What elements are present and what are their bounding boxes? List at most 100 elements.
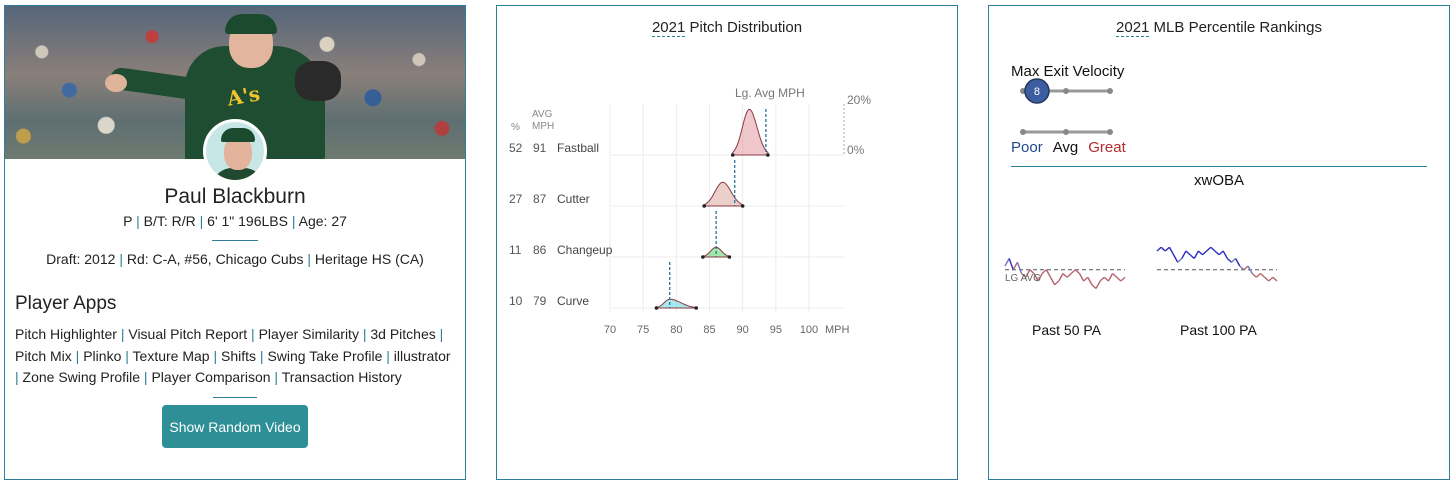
separator: |: [358, 326, 371, 342]
pitch-name: Fastball: [557, 141, 599, 155]
max-velo-dot: [694, 306, 699, 310]
player-hero-photo: A's: [5, 6, 465, 159]
app-link-plinko[interactable]: Plinko: [83, 347, 122, 364]
legend-poor: Poor: [1011, 139, 1043, 156]
past-100-sparkline-segment: [1218, 250, 1224, 256]
past-100-sparkline-segment: [1193, 250, 1199, 259]
past-50-sparkline-segment: [1054, 280, 1060, 286]
past-100-sparkline-segment: [1235, 258, 1241, 267]
past-50-sparkline-segment: [1099, 276, 1105, 282]
x-tick-label: 100: [800, 324, 818, 336]
pitch-distribution-panel: 2021 Pitch Distribution % AVG MPH Lg. Avg M…: [496, 5, 958, 480]
separator: |: [199, 213, 208, 229]
title-year[interactable]: 2021: [1116, 19, 1150, 37]
past-50-sparkline-segment: [1091, 284, 1097, 290]
draft-year: 2012: [84, 251, 116, 267]
player-size: 6' 1" 196LBS: [207, 213, 288, 229]
past-100-sparkline-segment: [1259, 272, 1266, 278]
past-100-sparkline-segment: [1231, 257, 1237, 263]
title-text: MLB Percentile Rankings: [1149, 19, 1322, 36]
mph-column-header: MPH: [532, 121, 554, 132]
avatar-shirt: [212, 168, 264, 180]
past-100-sparkline-segment: [1164, 246, 1170, 252]
past-100-sparkline-segment: [1185, 250, 1191, 256]
scale-bottom-label: 0%: [847, 143, 865, 157]
x-tick-label: 85: [703, 324, 715, 336]
pitch-density-curve: [655, 298, 697, 309]
past-100-sparkline-segment: [1210, 246, 1216, 252]
pitch-pct: 27: [509, 192, 523, 206]
pitch-avg-mph: 87: [533, 192, 547, 206]
past-50-sparkline-segment: [1033, 273, 1039, 282]
legend-track-marker: [1107, 129, 1113, 135]
past-50-sparkline-segment: [1112, 272, 1118, 278]
draft-label: Draft:: [46, 251, 81, 267]
past-50-sparkline-segment: [1049, 276, 1056, 286]
past-50-sparkline-segment: [1103, 276, 1109, 282]
pitch-pct: 10: [509, 294, 523, 308]
separator: |: [270, 369, 282, 385]
past-50-sparkline-segment: [1037, 273, 1043, 282]
app-link-pitch-mix[interactable]: Pitch Mix: [15, 347, 72, 364]
avatar-cap: [221, 128, 255, 142]
pitch-avg-mph: 79: [533, 294, 547, 308]
separator: |: [307, 251, 315, 267]
separator: |: [382, 347, 394, 364]
percentile-rankings-title: 2021 MLB Percentile Rankings: [989, 19, 1449, 37]
past-100-sparkline-segment: [1189, 254, 1195, 260]
past-50-sparkline-segment: [1095, 280, 1101, 289]
past-50-sparkline-segment: [1066, 272, 1072, 278]
pitch-avg-mph: 86: [533, 243, 547, 257]
player-apps-title: Player Apps: [15, 293, 117, 314]
title-year[interactable]: 2021: [651, 19, 686, 37]
past-100-sparkline-segment: [1202, 250, 1208, 256]
max-velo-dot: [740, 204, 745, 208]
app-link-illustrator[interactable]: illustrator: [393, 347, 451, 364]
pitch-avg-mph: 91: [533, 141, 547, 155]
player-bio: P | B/T: R/R | 6' 1" 196LBS | Age: 27: [5, 213, 465, 229]
app-link-texture-map[interactable]: Texture Map: [132, 347, 210, 364]
separator: |: [136, 213, 144, 229]
max-velo-dot: [727, 255, 732, 259]
pitcher-hand: [105, 74, 127, 92]
app-link-transaction-history[interactable]: Transaction History: [281, 369, 402, 385]
app-link-shifts[interactable]: Shifts: [221, 347, 257, 364]
past-100-sparkline-segment: [1255, 272, 1261, 278]
app-link-swing-take-profile[interactable]: Swing Take Profile: [267, 347, 383, 364]
past-100-sparkline-segment: [1214, 250, 1220, 256]
lg-avg-label: LG AVG: [1005, 273, 1041, 284]
past-100-sparkline-segment: [1251, 272, 1257, 278]
app-link-player-similarity[interactable]: Player Similarity: [258, 326, 359, 342]
pitch-pct: 52: [509, 141, 523, 155]
past-100-sparkline-segment: [1172, 254, 1179, 263]
past-50-sparkline-segment: [1004, 258, 1010, 267]
past-100-sparkline-segment: [1160, 246, 1166, 252]
past-50-sparkline-segment: [1008, 258, 1014, 270]
track-marker: [1063, 88, 1069, 94]
percentile-legend: Poor Avg Great: [1011, 139, 1126, 156]
past-100-sparkline-segment: [1206, 246, 1212, 252]
past-100-pa-label: Past 100 PA: [1180, 322, 1257, 338]
app-link-zone-swing-profile[interactable]: Zone Swing Profile: [22, 369, 141, 385]
past-50-sparkline-segment: [1087, 276, 1093, 286]
min-velo-dot: [701, 255, 705, 259]
app-link-pitch-highlighter[interactable]: Pitch Highlighter: [15, 326, 117, 342]
pct-column-header: %: [511, 122, 520, 133]
app-link-visual-pitch-report[interactable]: Visual Pitch Report: [128, 326, 248, 342]
past-100-sparkline-segment: [1226, 257, 1232, 263]
draft-team: Chicago Cubs: [215, 251, 304, 267]
past-100-sparkline-segment: [1268, 276, 1274, 282]
past-50-sparkline-segment: [1062, 272, 1068, 278]
percentile-value: 8: [1034, 86, 1040, 98]
past-100-sparkline-segment: [1243, 265, 1249, 271]
lg-avg-mph-label: Lg. Avg MPH: [735, 86, 805, 100]
app-link-3d-pitches[interactable]: 3d Pitches: [370, 326, 436, 342]
show-random-video-button[interactable]: Show Random Video: [162, 405, 308, 448]
pitch-name: Cutter: [557, 192, 590, 206]
track-marker: [1107, 88, 1113, 94]
past-50-sparkline-segment: [1070, 269, 1076, 275]
app-link-player-comparison[interactable]: Player Comparison: [151, 369, 271, 385]
separator: |: [119, 251, 127, 267]
player-bats-throws: B/T: R/R: [143, 213, 196, 229]
